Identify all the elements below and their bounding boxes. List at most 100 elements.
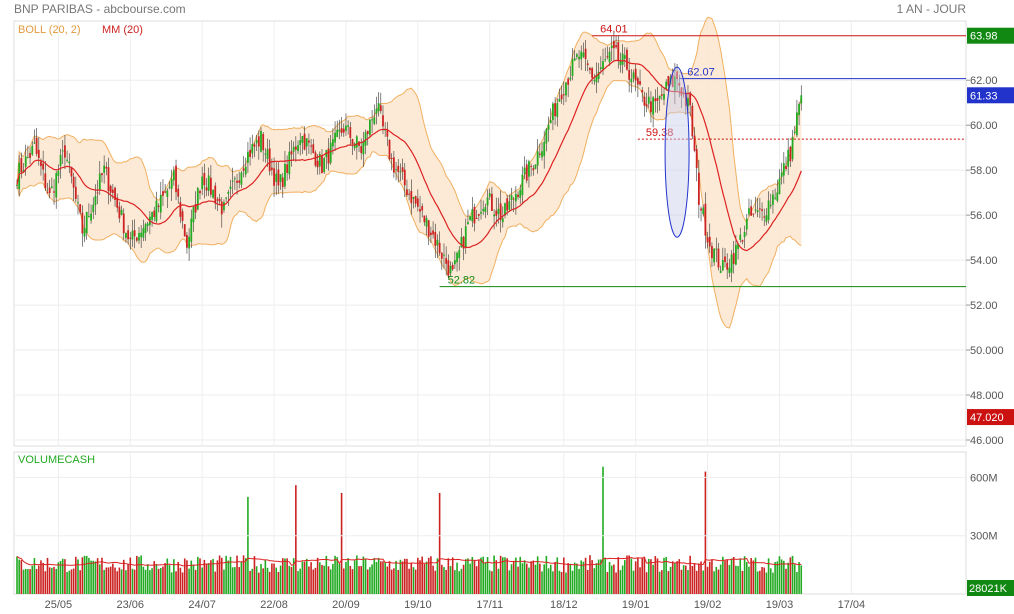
candle — [691, 105, 694, 137]
volume-bar — [401, 561, 404, 594]
candle — [406, 189, 408, 196]
candle — [109, 185, 112, 193]
candle — [769, 204, 772, 206]
level-tag: 63.98 — [970, 31, 998, 43]
candle — [767, 200, 770, 220]
candle — [323, 158, 326, 173]
candle — [726, 262, 729, 270]
volume-bar — [238, 567, 241, 594]
volume-bar — [669, 566, 672, 594]
candle — [689, 92, 692, 106]
candle — [549, 120, 552, 124]
volume-bar — [610, 565, 613, 594]
candle — [558, 99, 561, 102]
candle — [64, 145, 66, 158]
volume-bar — [473, 560, 476, 594]
volume-bar — [417, 557, 419, 594]
candle — [386, 130, 389, 137]
candle — [467, 222, 469, 225]
candle — [266, 149, 269, 159]
candle — [340, 128, 343, 133]
candle — [758, 208, 761, 210]
candle — [183, 224, 186, 237]
volume-bar — [602, 466, 604, 594]
candle — [606, 56, 609, 58]
volume-bar — [386, 566, 389, 594]
candle — [133, 230, 136, 237]
volume-bar — [240, 561, 243, 594]
volume-bar — [166, 558, 169, 594]
candle — [166, 190, 169, 197]
x-tick-label: 18/12 — [550, 599, 578, 611]
volume-bar — [623, 560, 626, 594]
volume-bar — [327, 566, 330, 594]
candle — [90, 213, 92, 221]
candle — [270, 167, 273, 170]
candle — [671, 74, 674, 88]
candle — [584, 48, 587, 60]
candle — [192, 206, 195, 223]
candle — [541, 151, 543, 158]
volume-bar — [454, 570, 456, 594]
volume-bar — [708, 561, 711, 594]
candle — [519, 189, 522, 198]
candle — [105, 166, 108, 169]
volume-bar — [225, 555, 227, 594]
volume-bar — [353, 560, 356, 594]
period-label[interactable]: 1 AN - JOUR — [897, 2, 967, 16]
candle — [253, 144, 256, 147]
candle — [216, 199, 219, 201]
volume-bar — [645, 572, 648, 594]
volume-bar — [467, 558, 469, 594]
volume-bar — [214, 571, 217, 594]
candle — [334, 132, 336, 143]
volume-bar — [136, 555, 138, 594]
candle — [791, 137, 794, 160]
volume-bar — [388, 561, 391, 594]
candle — [676, 72, 678, 80]
volume-bar — [515, 557, 517, 594]
candle — [305, 138, 308, 147]
volume-bar — [260, 564, 262, 594]
candle — [249, 149, 251, 157]
volume-bar — [458, 571, 461, 594]
volume-bar — [342, 568, 345, 594]
volume-bar — [447, 558, 450, 594]
x-tick-label: 17/04 — [838, 599, 866, 611]
volume-bar — [563, 557, 565, 594]
candle — [188, 236, 191, 249]
candle — [303, 133, 306, 150]
volume-bar — [488, 570, 491, 594]
candle — [369, 119, 371, 136]
candle — [464, 226, 467, 248]
legend-boll: BOLL (20, 2) — [18, 24, 81, 36]
candle — [77, 202, 79, 204]
candle — [410, 191, 413, 204]
volume-bar — [745, 561, 748, 594]
volume-bar — [630, 558, 633, 594]
volume-bar — [606, 572, 609, 594]
candle — [708, 236, 711, 247]
candle — [660, 94, 663, 96]
volume-bar — [508, 570, 511, 594]
candle — [257, 136, 260, 147]
volume-bar — [554, 561, 556, 594]
candle — [617, 42, 620, 61]
candle — [16, 184, 18, 186]
candle — [458, 250, 461, 259]
candle — [684, 93, 687, 106]
candle — [314, 152, 317, 166]
volume-bar — [138, 556, 140, 594]
candle — [427, 220, 430, 237]
y-tick-label: 46.000 — [970, 435, 1004, 447]
volume-bar — [530, 561, 532, 594]
candle — [534, 164, 537, 169]
volume-bar — [719, 564, 722, 594]
volume-bar — [380, 561, 382, 594]
volume-bar — [743, 556, 746, 594]
candle — [610, 45, 613, 49]
volume-bar — [96, 558, 99, 594]
volume-bar — [314, 567, 317, 594]
volume-bar — [159, 568, 162, 594]
volume-bar — [502, 557, 504, 594]
